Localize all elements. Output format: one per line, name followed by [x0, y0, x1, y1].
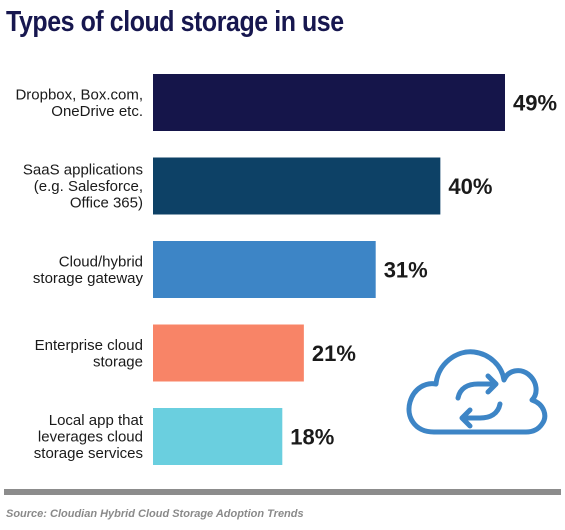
cloud-sync-icon [406, 349, 548, 435]
category-label-1: Dropbox, Box.com, OneDrive etc. [15, 86, 143, 120]
value-label-1: 49% [513, 91, 557, 116]
value-label-4: 21% [312, 341, 356, 366]
value-label-3: 31% [384, 258, 428, 283]
category-label-3: Cloud/hybrid storage gateway [33, 253, 144, 287]
value-label-5: 18% [290, 425, 334, 450]
bar-4 [153, 324, 304, 382]
value-label-2: 40% [448, 174, 492, 199]
bar-5 [153, 408, 283, 465]
category-label-5: Local app that leverages cloud storage ser… [34, 412, 144, 462]
bar-1 [153, 74, 505, 131]
category-label-4: Enterprise cloud storage [35, 337, 143, 371]
bar-chart: 49% Dropbox, Box.com, OneDrive etc. 40% SaaS… [15, 74, 557, 465]
category-label-2: SaaS applications (e.g. Salesforce, Office… [23, 162, 143, 212]
bar-2 [153, 157, 441, 215]
bar-3 [153, 241, 376, 298]
footer-divider [4, 489, 561, 495]
source-note: Source: Cloudian Hybrid Cloud Storage Ad… [6, 508, 304, 520]
chart-title: Types of cloud storage in use [6, 6, 344, 38]
